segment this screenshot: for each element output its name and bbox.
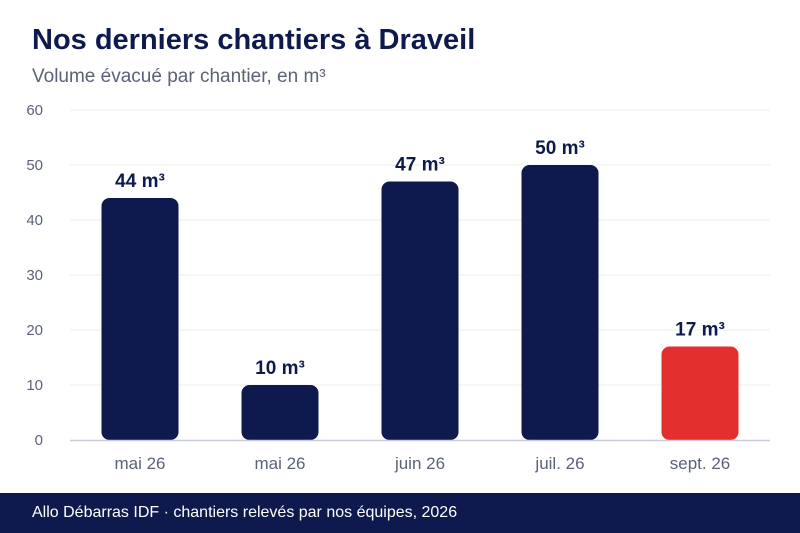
value-labels: 44 m³ 10 m³ 47 m³ 50 m³ 17 m³: [115, 138, 725, 379]
y-tick-label: 0: [35, 432, 43, 449]
y-axis-ticks: 0 10 20 30 40 50 60: [26, 102, 43, 449]
x-tick-label: juil. 26: [534, 454, 584, 473]
y-tick-label: 20: [26, 322, 43, 339]
bar: [101, 198, 179, 440]
x-tick-label: mai 26: [114, 454, 165, 473]
chart-subtitle: Volume évacué par chantier, en m³: [32, 66, 326, 87]
bar-value-label: 17 m³: [675, 320, 725, 341]
bar-value-label: 10 m³: [255, 358, 305, 379]
bar: [381, 181, 459, 440]
footer-bar: Allo Débarras IDF · chantiers relevés pa…: [0, 493, 800, 533]
y-tick-label: 30: [26, 267, 43, 284]
y-tick-label: 50: [26, 157, 43, 174]
bar: [521, 165, 599, 440]
bar-value-label: 44 m³: [115, 171, 165, 192]
y-tick-label: 40: [26, 212, 43, 229]
bar: [241, 385, 319, 440]
x-tick-label: juin 26: [394, 454, 445, 473]
bar-value-label: 50 m³: [535, 138, 585, 159]
bar-value-label: 47 m³: [395, 155, 445, 176]
chart-title: Nos derniers chantiers à Draveil: [32, 24, 476, 56]
footer-source-text: Allo Débarras IDF · chantiers relevés pa…: [32, 504, 458, 521]
bar: [661, 346, 739, 440]
x-tick-label: sept. 26: [670, 454, 731, 473]
y-tick-label: 10: [26, 377, 43, 394]
x-axis-ticks: mai 26 mai 26 juin 26 juil. 26 sept. 26: [114, 454, 730, 473]
bars: [101, 165, 739, 440]
x-tick-label: mai 26: [254, 454, 305, 473]
y-tick-label: 60: [26, 102, 43, 119]
